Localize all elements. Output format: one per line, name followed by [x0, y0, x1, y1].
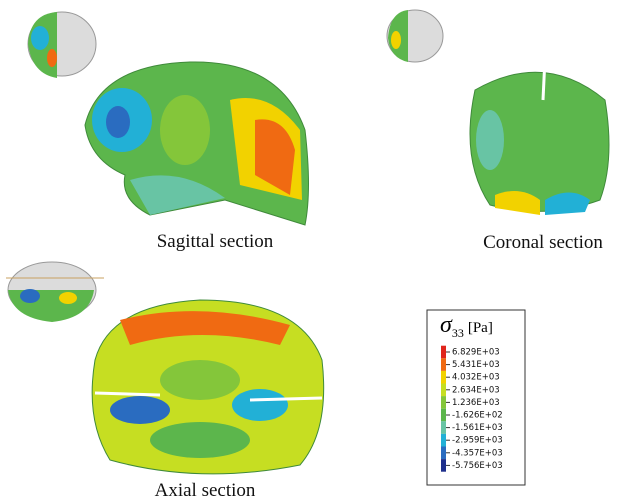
legend-label: 2.634E+03: [452, 385, 500, 395]
legend-swatch: [441, 396, 446, 409]
sagittal-icon: [27, 11, 97, 78]
legend-label: 5.431E+03: [452, 360, 500, 370]
legend-swatch: [441, 370, 446, 384]
legend-subscript: 33: [452, 326, 464, 340]
legend-label: 4.032E+03: [452, 373, 500, 383]
legend-swatch: [441, 459, 446, 472]
legend-label: 1.236E+03: [452, 398, 500, 408]
legend-label: -1.561E+03: [452, 423, 503, 433]
legend-swatch: [441, 408, 446, 422]
legend-label: -1.626E+02: [452, 411, 503, 421]
legend-symbol: σ: [440, 312, 453, 338]
axial-icon: [6, 261, 104, 322]
legend-swatch: [441, 421, 446, 434]
legend-label: -2.959E+03: [452, 436, 503, 446]
legend-swatch: [441, 358, 446, 371]
legend-swatch: [441, 383, 446, 397]
legend-swatch: [441, 345, 446, 359]
axial-caption: Axial section: [155, 480, 256, 501]
coronal-section: [469, 57, 610, 215]
legend-label: -4.357E+03: [452, 448, 503, 458]
legend-swatch: [441, 446, 446, 460]
sagittal-section: [84, 61, 309, 226]
legend-label: -5.756E+03: [452, 461, 503, 471]
legend-label: 6.829E+03: [452, 348, 500, 358]
legend-swatch: [441, 433, 446, 447]
legend: σ33 [Pa] 6.829E+03 5.431E+03 4.032E+03 2.634…: [426, 309, 526, 486]
legend-title: σ33 [Pa]: [440, 312, 493, 340]
sagittal-caption: Sagittal section: [157, 231, 274, 252]
coronal-caption: Coronal section: [483, 232, 603, 253]
axial-section: [91, 299, 325, 475]
legend-unit: [Pa]: [468, 320, 493, 336]
coronal-icon: [386, 9, 444, 63]
